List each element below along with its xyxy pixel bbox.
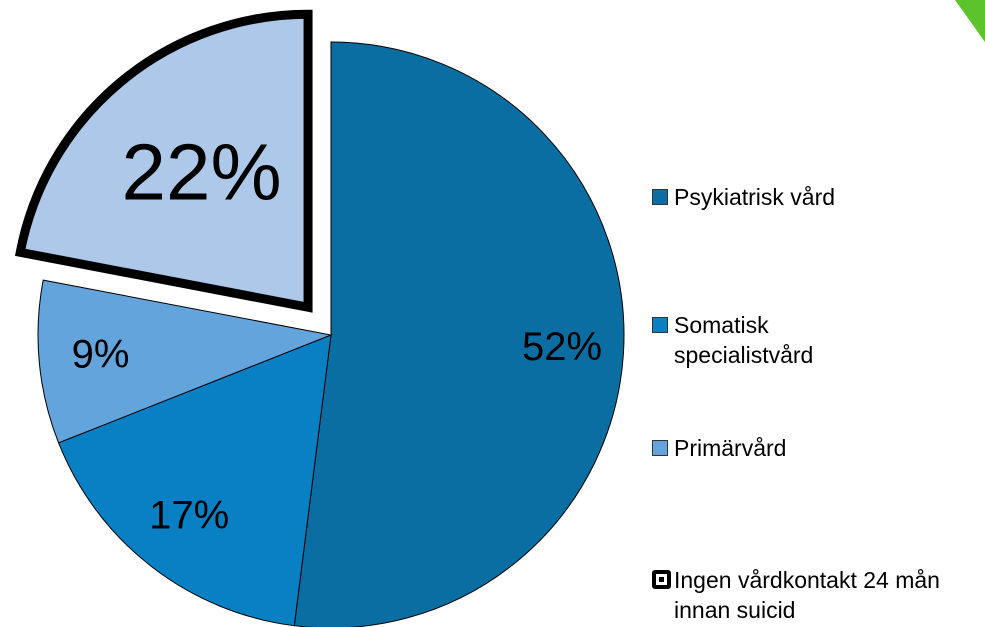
data-label: 52%: [522, 325, 602, 369]
legend-item: Psykiatrisk vård: [652, 182, 952, 212]
data-label: 17%: [149, 493, 229, 537]
pie-slice: [14, 9, 313, 313]
legend-label: Primärvård: [674, 435, 787, 461]
pie-slice: [37, 279, 333, 444]
pie-slice: [57, 334, 332, 627]
legend-item: Primärvård: [652, 433, 952, 463]
data-label: 22%: [122, 128, 282, 217]
legend-swatch: [652, 570, 671, 589]
legend-label: Somatisk specialistvård: [674, 312, 814, 368]
legend-swatch: [652, 440, 668, 456]
legend-label: Ingen vårdkontakt 24 mån innan suicid: [674, 567, 940, 623]
legend-item: Somatisk specialistvård: [652, 310, 852, 370]
corner-decoration: [955, 0, 985, 42]
pie-slice: [293, 41, 625, 627]
data-label: 9%: [72, 332, 130, 376]
legend-swatch: [652, 317, 668, 333]
legend-label: Psykiatrisk vård: [674, 184, 836, 210]
legend-swatch: [652, 189, 668, 205]
legend-item: Ingen vårdkontakt 24 mån innan suicid: [652, 565, 972, 625]
